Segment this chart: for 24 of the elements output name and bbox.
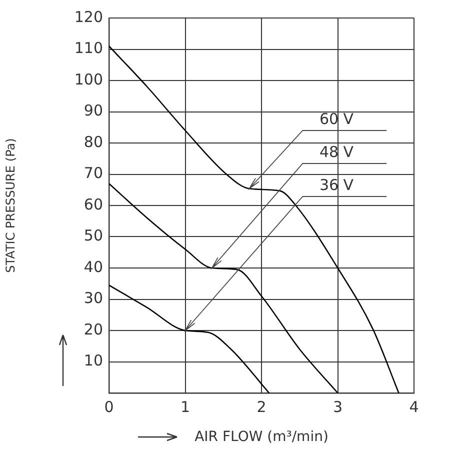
y-tick-label: 10 bbox=[84, 352, 103, 370]
annotation: 48 V bbox=[319, 142, 354, 161]
x-axis-title: AIR FLOW (m³/min) bbox=[194, 429, 328, 446]
line-series bbox=[109, 45, 400, 393]
y-tick-label: 90 bbox=[84, 102, 103, 120]
x-tick-label: 0 bbox=[104, 398, 114, 416]
y-tick-label: 70 bbox=[84, 164, 103, 182]
annotation: 60 V bbox=[319, 110, 354, 128]
y-tick-label: 100 bbox=[74, 70, 103, 88]
y-tick-label: 80 bbox=[84, 132, 103, 151]
x-tick-label: 3 bbox=[332, 398, 343, 416]
y-tick-label: 20 bbox=[84, 320, 103, 338]
line-series bbox=[109, 284, 270, 393]
y-tick-label: 120 bbox=[74, 8, 103, 26]
y-tick-label: 50 bbox=[84, 226, 103, 245]
y-tick-label: 110 bbox=[74, 39, 103, 58]
x-tick-label: 2 bbox=[256, 398, 266, 416]
annotation: 36 V bbox=[319, 176, 354, 194]
y-tick-label: 60 bbox=[84, 195, 103, 214]
y-axis-title: STATIC PRESSURE (Pa) bbox=[3, 138, 18, 273]
y-tick-label: 30 bbox=[84, 289, 103, 308]
y-tick-label: 40 bbox=[84, 258, 103, 276]
x-tick-label: 4 bbox=[409, 398, 419, 416]
x-tick-label: 1 bbox=[180, 398, 190, 416]
